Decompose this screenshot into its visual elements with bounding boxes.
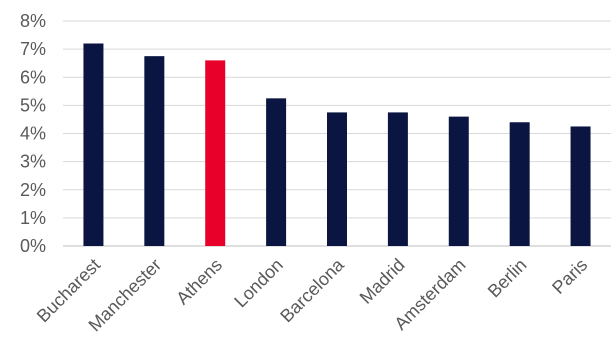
x-category-label: Berlin [484, 255, 531, 302]
bar-paris [570, 126, 591, 246]
bars [83, 43, 591, 246]
bar-london [266, 98, 287, 246]
x-category-label: Athens [172, 255, 226, 309]
y-tick-label: 7% [20, 39, 46, 59]
bar-madrid [387, 112, 408, 246]
x-category-label: Barcelona [276, 254, 348, 326]
y-tick-label: 1% [20, 208, 46, 228]
x-category-label: London [230, 255, 287, 312]
bar-manchester [144, 56, 165, 246]
x-category-label: Madrid [356, 255, 409, 308]
bar-amsterdam [448, 116, 469, 246]
y-tick-label: 0% [20, 236, 46, 256]
bar-berlin [509, 122, 530, 246]
y-tick-label: 8% [20, 11, 46, 31]
y-tick-label: 5% [20, 95, 46, 115]
y-axis-tick-labels: 0% 1% 2% 3% 4% 5% 6% 7% 8% [20, 11, 46, 256]
bar-bucharest [83, 43, 104, 246]
y-tick-label: 4% [20, 124, 46, 144]
bar-athens [205, 60, 226, 246]
bar-barcelona [327, 112, 347, 246]
y-tick-label: 6% [20, 67, 46, 87]
y-tick-label: 3% [20, 152, 46, 172]
y-tick-label: 2% [20, 180, 46, 200]
x-category-label: Paris [548, 255, 591, 298]
